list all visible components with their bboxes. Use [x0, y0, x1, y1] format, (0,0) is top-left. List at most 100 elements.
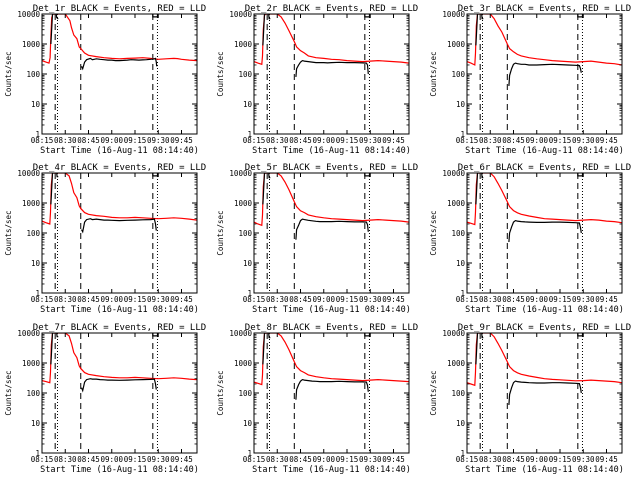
y-tick-label: 10 — [243, 419, 253, 428]
chart-panel-5: Det_5r BLACK = Events, RED = LLD 08:15 08:… — [216, 163, 418, 315]
events-rate-line — [295, 218, 369, 240]
panel-title: Det_6r BLACK = Events, RED = LLD — [458, 163, 631, 173]
y-tick-label: 100 — [26, 229, 40, 238]
y-axis-label: Counts/sec — [4, 210, 13, 255]
x-tick-label: 08:30 — [479, 295, 502, 304]
x-tick-label: 08:30 — [54, 455, 77, 464]
y-axis-label: Counts/sec — [4, 51, 13, 96]
y-tick-label: 10000 — [442, 10, 465, 19]
x-tick-label: 09:30 — [572, 295, 595, 304]
lld-rate-line — [467, 173, 622, 226]
panel-title: Det_5r BLACK = Events, RED = LLD — [245, 163, 418, 173]
plot-frame — [466, 13, 623, 135]
lld-rate-line — [254, 14, 409, 66]
y-tick-label: 10000 — [442, 169, 465, 178]
x-tick-label: 08:15 — [456, 136, 479, 145]
plot-frame — [41, 172, 198, 294]
x-tick-label: 08:30 — [54, 295, 77, 304]
y-tick-label: 10000 — [17, 329, 40, 338]
x-tick-label: 09:00 — [312, 136, 335, 145]
x-tick-label: 09:30 — [147, 136, 170, 145]
y-tick-label: 10 — [243, 100, 253, 109]
y-tick-label: 10 — [243, 259, 253, 268]
y-tick-label: 1 — [460, 130, 465, 139]
panel-title: Det_3r BLACK = Events, RED = LLD — [458, 4, 631, 14]
x-tick-label: 09:30 — [572, 455, 595, 464]
x-tick-label: 08:15 — [243, 136, 266, 145]
events-rate-line — [364, 173, 371, 177]
x-axis-label: Start Time (16-Aug-11 08:14:40) — [252, 146, 411, 156]
y-tick-label: 1 — [460, 289, 465, 298]
x-tick-label: 08:30 — [266, 455, 289, 464]
x-tick-label: 08:45 — [289, 295, 312, 304]
y-tick-label: 10000 — [229, 329, 252, 338]
panel-title: Det_2r BLACK = Events, RED = LLD — [245, 4, 418, 14]
panel-title: Det_9r BLACK = Events, RED = LLD — [458, 323, 631, 333]
panel-title: Det_7r BLACK = Events, RED = LLD — [33, 323, 206, 333]
events-rate-line — [262, 14, 271, 46]
x-tick-label: 08:45 — [502, 136, 525, 145]
x-tick-label: 09:30 — [359, 136, 382, 145]
events-rate-line — [295, 378, 369, 400]
x-tick-label: 08:45 — [502, 455, 525, 464]
events-rate-line — [508, 380, 582, 405]
x-tick-label: 09:00 — [100, 295, 123, 304]
events-rate-line — [80, 57, 158, 71]
x-tick-label: 09:45 — [382, 455, 405, 464]
y-tick-label: 10000 — [17, 169, 40, 178]
y-tick-label: 100 — [238, 389, 252, 398]
x-tick-label: 08:15 — [243, 455, 266, 464]
x-tick-label: 08:45 — [77, 295, 100, 304]
y-tick-label: 1000 — [234, 199, 253, 208]
y-tick-label: 10 — [31, 419, 41, 428]
events-rate-line — [152, 333, 159, 337]
x-tick-label: 09:00 — [312, 455, 335, 464]
y-tick-label: 10 — [456, 419, 466, 428]
x-tick-label: 08:30 — [54, 136, 77, 145]
x-tick-label: 09:15 — [549, 136, 572, 145]
y-tick-label: 100 — [26, 70, 40, 79]
x-tick-label: 09:15 — [549, 455, 572, 464]
y-tick-label: 10000 — [229, 10, 252, 19]
y-axis-label: Counts/sec — [216, 51, 225, 96]
y-tick-label: 1 — [247, 289, 252, 298]
plot-frame — [253, 172, 410, 294]
x-axis-label: Start Time (16-Aug-11 08:14:40) — [465, 305, 624, 315]
y-tick-label: 1000 — [447, 199, 466, 208]
x-tick-label: 09:45 — [170, 455, 193, 464]
x-tick-label: 09:45 — [170, 295, 193, 304]
x-tick-label: 09:30 — [147, 455, 170, 464]
y-tick-label: 100 — [451, 70, 465, 79]
events-rate-line — [80, 218, 157, 234]
x-axis-label: Start Time (16-Aug-11 08:14:40) — [40, 465, 199, 475]
x-tick-label: 09:30 — [572, 136, 595, 145]
x-tick-label: 09:00 — [525, 455, 548, 464]
y-tick-label: 100 — [238, 70, 252, 79]
events-rate-line — [50, 333, 59, 365]
lld-rate-line — [42, 333, 197, 384]
y-tick-label: 10 — [31, 100, 41, 109]
x-tick-label: 08:15 — [243, 295, 266, 304]
events-rate-line — [577, 333, 584, 337]
lld-rate-line — [42, 173, 197, 225]
chart-panel-3: Det_3r BLACK = Events, RED = LLD 08:15 08:… — [429, 4, 631, 156]
y-tick-label: 1000 — [22, 359, 41, 368]
x-tick-label: 09:15 — [336, 136, 359, 145]
events-rate-line — [364, 14, 371, 18]
lld-rate-line — [467, 333, 622, 387]
y-axis-label: Counts/sec — [4, 370, 13, 415]
events-rate-line — [475, 333, 484, 365]
y-tick-label: 1 — [247, 130, 252, 139]
lld-rate-line — [254, 173, 409, 227]
events-rate-line — [475, 173, 484, 205]
x-tick-label: 09:15 — [124, 455, 147, 464]
plot-frame — [466, 332, 623, 454]
y-tick-label: 1000 — [22, 199, 41, 208]
y-tick-label: 100 — [451, 389, 465, 398]
panel-title: Det_8r BLACK = Events, RED = LLD — [245, 323, 418, 333]
x-tick-label: 08:45 — [289, 136, 312, 145]
x-tick-label: 08:15 — [31, 136, 54, 145]
